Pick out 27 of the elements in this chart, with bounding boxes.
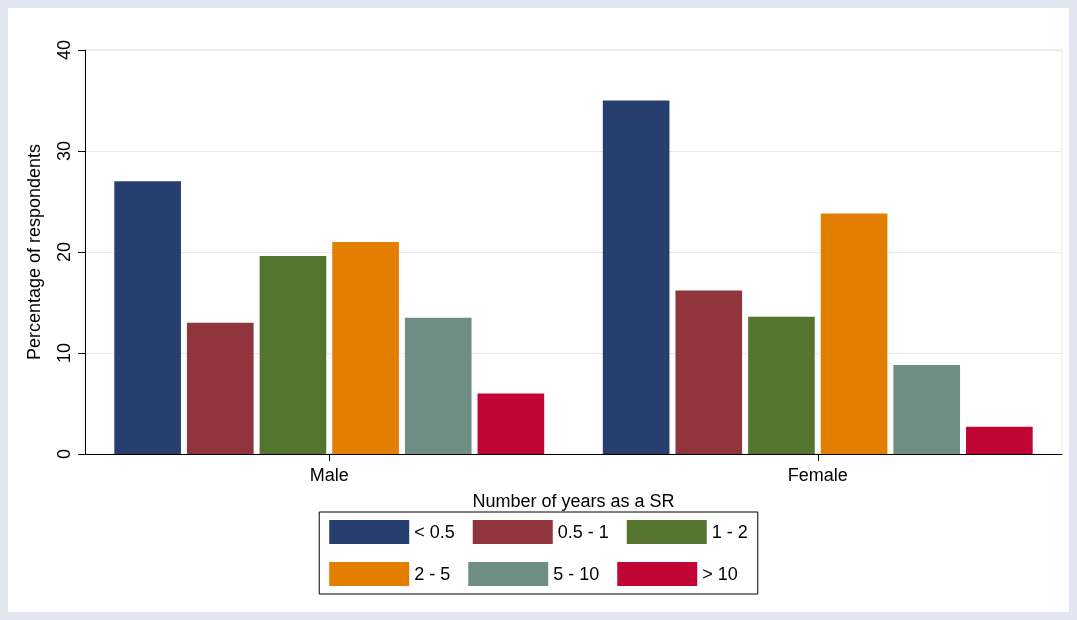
y-tick-label: 0 [54,448,74,460]
legend-label: 0.5 - 1 [557,522,609,542]
bar [675,290,743,454]
bar [893,365,961,454]
bar [966,426,1033,454]
bar [332,241,399,454]
bar [259,256,327,454]
y-axis-title: Percentage of respondents [24,143,44,361]
legend-label: 5 - 10 [553,564,600,584]
x-tick-label: Female [787,465,848,485]
x-axis-title: Number of years as a SR [472,491,675,511]
bar [477,393,545,454]
bar [114,181,181,454]
y-tick-label: 30 [54,140,74,162]
y-tick-label: 20 [54,241,74,263]
legend-label: > 10 [702,564,738,584]
y-tick-label: 10 [54,342,74,364]
bar [820,213,888,454]
legend-label: 2 - 5 [414,564,451,584]
legend-label: 1 - 2 [711,522,748,542]
bar [602,100,670,454]
x-tick-label: Male [309,465,349,485]
bar [186,322,254,454]
bar [748,316,815,454]
legend-label: < 0.5 [414,522,455,542]
y-tick-label: 40 [54,39,74,61]
bar [404,317,472,454]
